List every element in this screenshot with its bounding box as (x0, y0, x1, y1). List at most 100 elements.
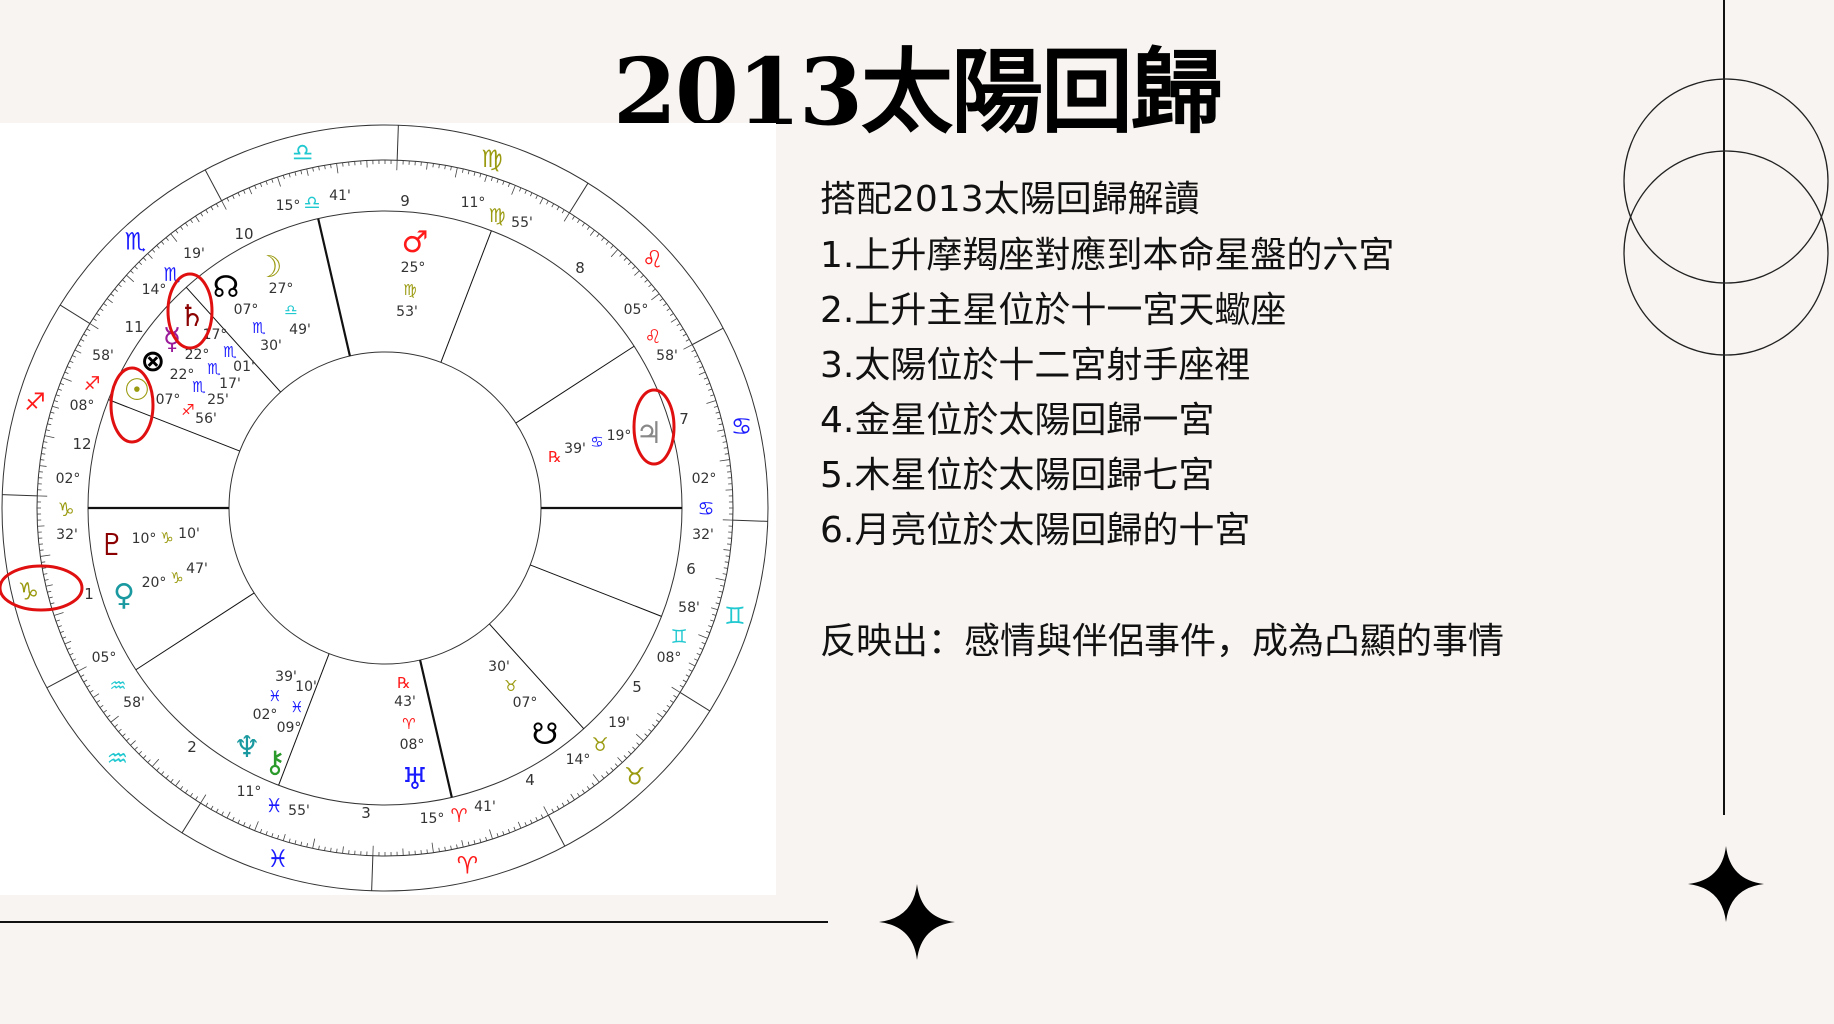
degree-tick (190, 792, 193, 797)
cusp-degree: 11° (237, 784, 262, 800)
uranus-icon: ♅ (402, 762, 429, 797)
degree-tick (679, 328, 684, 332)
divider-vertical (1723, 0, 1725, 815)
house-cusp-line (419, 659, 453, 798)
degree-tick (130, 270, 134, 274)
cusp-sign-icon: ♊ (670, 626, 687, 648)
degree-tick (312, 838, 316, 849)
notes-conclusion: 反映出：感情與伴侶事件，成為凸顯的事情 (820, 621, 1505, 662)
cusp-sign-icon: ♏ (163, 264, 180, 286)
house-cusp-line (135, 592, 255, 671)
degree-tick (706, 382, 711, 386)
mercury-degree: 22° (185, 347, 210, 363)
wheel-ring-3 (228, 351, 542, 665)
degree-tick (701, 642, 706, 645)
degree-tick (265, 831, 268, 836)
cusp-minute: 58' (656, 348, 678, 364)
degree-tick (210, 206, 214, 211)
degree-tick (215, 203, 219, 208)
cusp-sign-icon: ♉ (591, 734, 608, 756)
degree-tick (106, 298, 113, 304)
degree-tick (673, 695, 678, 698)
degree-tick (89, 689, 94, 693)
degree-tick (572, 215, 575, 220)
degree-tick (426, 162, 428, 170)
house-number: 6 (686, 560, 696, 578)
degree-tick (282, 175, 285, 180)
jupiter-sign-icon: ♋ (590, 433, 603, 451)
degree-tick (57, 388, 62, 391)
degree-tick (489, 829, 493, 840)
degree-tick (715, 602, 720, 605)
house-cusp-line (515, 345, 635, 424)
degree-tick (722, 573, 727, 575)
neptune-icon: ♆ (234, 730, 261, 765)
degree-tick (632, 265, 636, 270)
degree-tick (473, 840, 476, 845)
degree-tick (617, 757, 623, 763)
degree-tick (52, 405, 60, 409)
degree-tick (232, 817, 235, 821)
degree-tick (517, 821, 522, 829)
degree-tick (80, 338, 85, 342)
degree-tick (170, 233, 178, 242)
north-node-sign-icon: ♏ (252, 319, 266, 337)
venus-icon: ♀ (113, 578, 135, 613)
degree-tick (324, 165, 326, 170)
house-number: 12 (72, 435, 91, 453)
cusp-degree: 02° (56, 471, 81, 487)
degree-tick (724, 561, 729, 563)
degree-tick (43, 573, 48, 575)
house-number: 2 (187, 738, 197, 756)
degree-tick (691, 349, 696, 353)
degree-tick (461, 840, 464, 848)
degree-tick (265, 180, 268, 185)
degree-tick (683, 344, 693, 350)
zodiac-sign-icon: ♋ (731, 413, 753, 441)
cusp-degree: 05° (624, 302, 649, 318)
house-number: 1 (84, 585, 94, 603)
degree-tick (502, 831, 505, 836)
zodiac-sign-icon: ♌ (642, 245, 664, 273)
neptune-sign-icon: ♓ (268, 687, 281, 705)
degree-tick (300, 170, 303, 175)
degree-tick (535, 195, 538, 199)
degree-tick (42, 567, 47, 569)
degree-tick (663, 709, 667, 713)
moon-icon: ☽ (256, 250, 283, 285)
cusp-degree: 15° (420, 811, 445, 827)
degree-tick (114, 288, 118, 292)
degree-tick (130, 740, 136, 746)
south-node-sign-icon: ♉ (504, 677, 517, 695)
degree-tick (669, 313, 674, 316)
degree-tick (288, 173, 291, 178)
zodiac-sign-icon: ♐ (24, 388, 46, 416)
degree-tick (524, 822, 527, 827)
degree-tick (698, 371, 706, 376)
degree-tick (718, 423, 723, 426)
degree-tick (586, 786, 590, 790)
moon-degree: 27° (269, 281, 294, 297)
degree-tick (180, 226, 184, 230)
degree-tick (556, 206, 560, 211)
degree-tick (142, 755, 147, 759)
cusp-minute: 19' (183, 246, 205, 262)
degree-tick (652, 288, 656, 292)
notes-heading: 搭配2013太陽回歸解讀 (820, 179, 1200, 220)
degree-tick (59, 382, 64, 386)
uranus-minute: 43' (394, 694, 416, 710)
degree-tick (601, 775, 605, 779)
uranus-degree: 08° (400, 737, 425, 753)
degree-tick (180, 786, 184, 790)
degree-tick (640, 274, 644, 279)
cusp-minute: 58' (92, 348, 114, 364)
degree-tick (706, 630, 711, 634)
degree-tick (540, 814, 544, 819)
degree-tick (610, 249, 619, 258)
degree-tick (138, 750, 143, 755)
degree-tick (659, 298, 664, 302)
degree-tick (713, 405, 718, 408)
degree-tick (161, 771, 165, 775)
part-of-fortune-degree: 22° (170, 367, 195, 383)
degree-tick (570, 793, 575, 801)
